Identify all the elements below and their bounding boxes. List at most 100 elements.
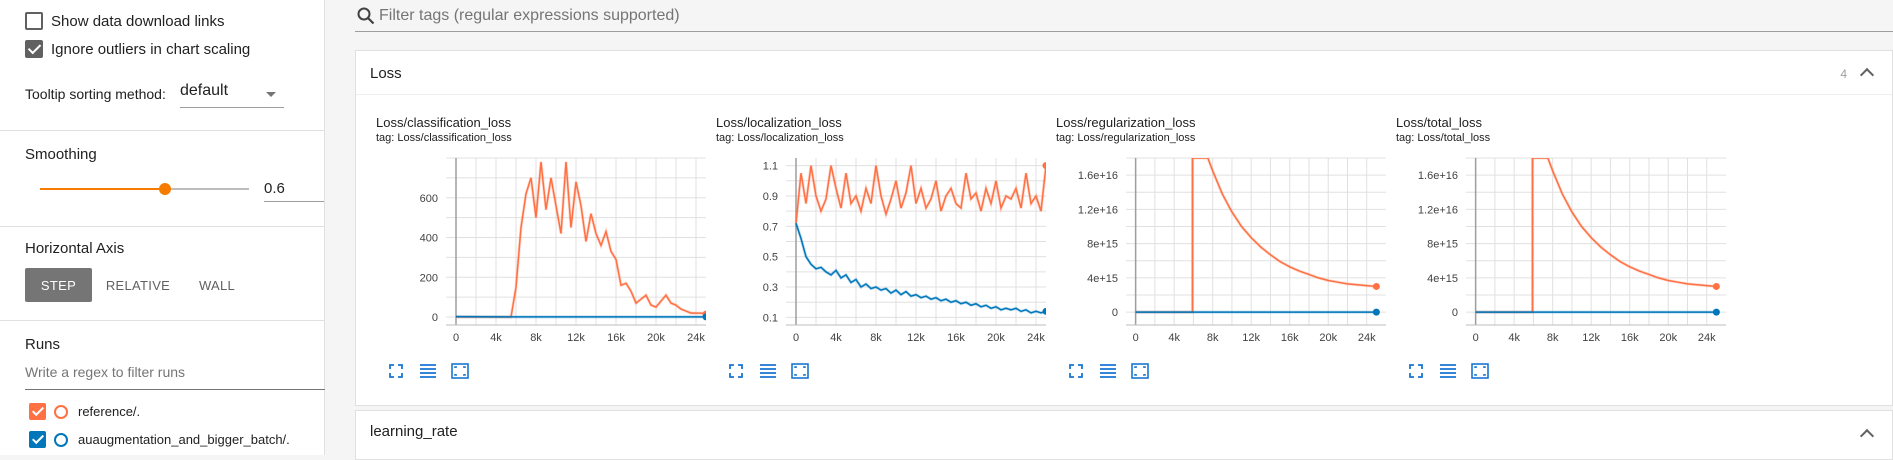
collapse-chevron-icon[interactable]: [1860, 68, 1874, 82]
series-end-point: [1373, 309, 1380, 316]
fit-domain-icon[interactable]: [450, 362, 470, 380]
run-item[interactable]: auaugmentation_and_bigger_batch/.: [29, 431, 290, 448]
fit-domain-icon[interactable]: [1470, 362, 1490, 380]
chart-title: Loss/classification_loss: [376, 115, 511, 130]
fullscreen-icon[interactable]: [726, 362, 746, 380]
fullscreen-icon[interactable]: [386, 362, 406, 380]
series-raw-line: [456, 162, 706, 317]
run-checkbox[interactable]: [29, 403, 46, 420]
tag-filter-bar[interactable]: Filter tags (regular expressions support…: [355, 0, 1893, 32]
fit-domain-icon[interactable]: [790, 362, 810, 380]
collapse-chevron-icon[interactable]: [1860, 429, 1874, 443]
x-tick-label: 0: [793, 332, 799, 344]
x-tick-label: 12k: [1582, 332, 1600, 344]
chart-title: Loss/regularization_loss: [1056, 115, 1195, 130]
series-raw-line: [1136, 158, 1377, 312]
series-line: [1136, 158, 1377, 312]
y-tick-label: 1.2e+16: [1078, 204, 1118, 216]
runs-filter-input[interactable]: Write a regex to filter runs: [25, 364, 325, 390]
x-tick-label: 0: [1473, 332, 1479, 344]
tag-filter-input[interactable]: Filter tags (regular expressions support…: [379, 7, 680, 25]
y-tick-label: 600: [420, 193, 438, 205]
ignore-outliers-label: Ignore outliers in chart scaling: [51, 41, 250, 58]
tooltip-sorting-value: default: [180, 82, 228, 99]
run-color-circle-icon[interactable]: [54, 405, 68, 419]
series-line: [1476, 158, 1717, 312]
run-color-circle-icon[interactable]: [54, 433, 68, 447]
dropdown-caret-icon: [266, 92, 276, 97]
series-line: [456, 162, 706, 317]
x-tick-label: 20k: [647, 332, 665, 344]
fullscreen-icon[interactable]: [1066, 362, 1086, 380]
x-tick-label: 20k: [987, 332, 1005, 344]
axis-relative-button[interactable]: RELATIVE: [100, 268, 176, 302]
show-download-links-checkbox[interactable]: [25, 12, 43, 30]
run-item[interactable]: reference/.: [29, 403, 140, 420]
chart-title: Loss/localization_loss: [716, 115, 842, 130]
y-tick-label: 1.6e+16: [1418, 170, 1458, 182]
y-tick-label: 400: [420, 233, 438, 245]
run-checkbox[interactable]: [29, 431, 46, 448]
chart-toolbar: [726, 362, 810, 380]
smoothing-slider-fill: [40, 188, 165, 190]
section-title: learning_rate: [370, 423, 458, 440]
y-tick-label: 0: [432, 312, 438, 324]
series-end-point: [1373, 283, 1380, 290]
ignore-outliers-option[interactable]: Ignore outliers in chart scaling: [25, 40, 250, 58]
chart-tag: tag: Loss/regularization_loss: [1056, 132, 1195, 144]
log-scale-icon[interactable]: [758, 362, 778, 380]
x-tick-label: 24k: [1027, 332, 1045, 344]
y-tick-label: 0: [1112, 307, 1118, 319]
tooltip-sorting-select[interactable]: default: [180, 82, 284, 108]
chart-card: Loss/classification_loss tag: Loss/classi…: [376, 115, 716, 385]
loss-section-header[interactable]: Loss 4: [356, 51, 1892, 95]
section-count: 4: [1840, 67, 1847, 81]
chart-card: Loss/localization_loss tag: Loss/localiza…: [716, 115, 1056, 385]
series-raw-line: [796, 223, 1046, 313]
axis-step-button[interactable]: STEP: [25, 268, 92, 302]
y-tick-label: 4e+15: [1087, 273, 1118, 285]
axis-wall-button[interactable]: WALL: [190, 268, 244, 302]
x-tick-label: 16k: [1281, 332, 1299, 344]
x-tick-label: 12k: [567, 332, 585, 344]
fullscreen-icon[interactable]: [1406, 362, 1426, 380]
log-scale-icon[interactable]: [1438, 362, 1458, 380]
x-tick-label: 8k: [530, 332, 542, 344]
series-end-point: [1713, 309, 1720, 316]
chart-title: Loss/total_loss: [1396, 115, 1482, 130]
log-scale-icon[interactable]: [1098, 362, 1118, 380]
y-tick-label: 0.3: [763, 282, 778, 294]
log-scale-icon[interactable]: [418, 362, 438, 380]
show-download-links-option[interactable]: Show data download links: [25, 12, 224, 30]
y-tick-label: 0.9: [763, 191, 778, 203]
x-tick-label: 24k: [1698, 332, 1716, 344]
x-tick-label: 0: [453, 332, 459, 344]
divider: [0, 320, 325, 321]
y-tick-label: 1.1: [763, 161, 778, 173]
ignore-outliers-checkbox[interactable]: [25, 40, 43, 58]
chart-tag: tag: Loss/localization_loss: [716, 132, 844, 144]
x-tick-label: 4k: [1508, 332, 1520, 344]
y-tick-label: 0.1: [763, 312, 778, 324]
x-tick-label: 24k: [687, 332, 705, 344]
horizontal-axis-title: Horizontal Axis: [25, 240, 124, 257]
smoothing-slider-thumb[interactable]: [159, 183, 171, 195]
x-tick-label: 8k: [870, 332, 882, 344]
learning-rate-section[interactable]: learning_rate: [355, 410, 1893, 460]
x-tick-label: 20k: [1659, 332, 1677, 344]
series-end-point: [1713, 283, 1720, 290]
chart-toolbar: [1406, 362, 1490, 380]
search-icon: [357, 7, 375, 25]
tooltip-sorting-label: Tooltip sorting method:: [25, 86, 166, 102]
fit-domain-icon[interactable]: [1130, 362, 1150, 380]
smoothing-slider[interactable]: [40, 188, 249, 190]
chart-tag: tag: Loss/classification_loss: [376, 132, 512, 144]
smoothing-input[interactable]: 0.6: [264, 176, 324, 202]
chart-toolbar: [386, 362, 470, 380]
chart-tag: tag: Loss/total_loss: [1396, 132, 1490, 144]
y-tick-label: 1.2e+16: [1418, 204, 1458, 216]
